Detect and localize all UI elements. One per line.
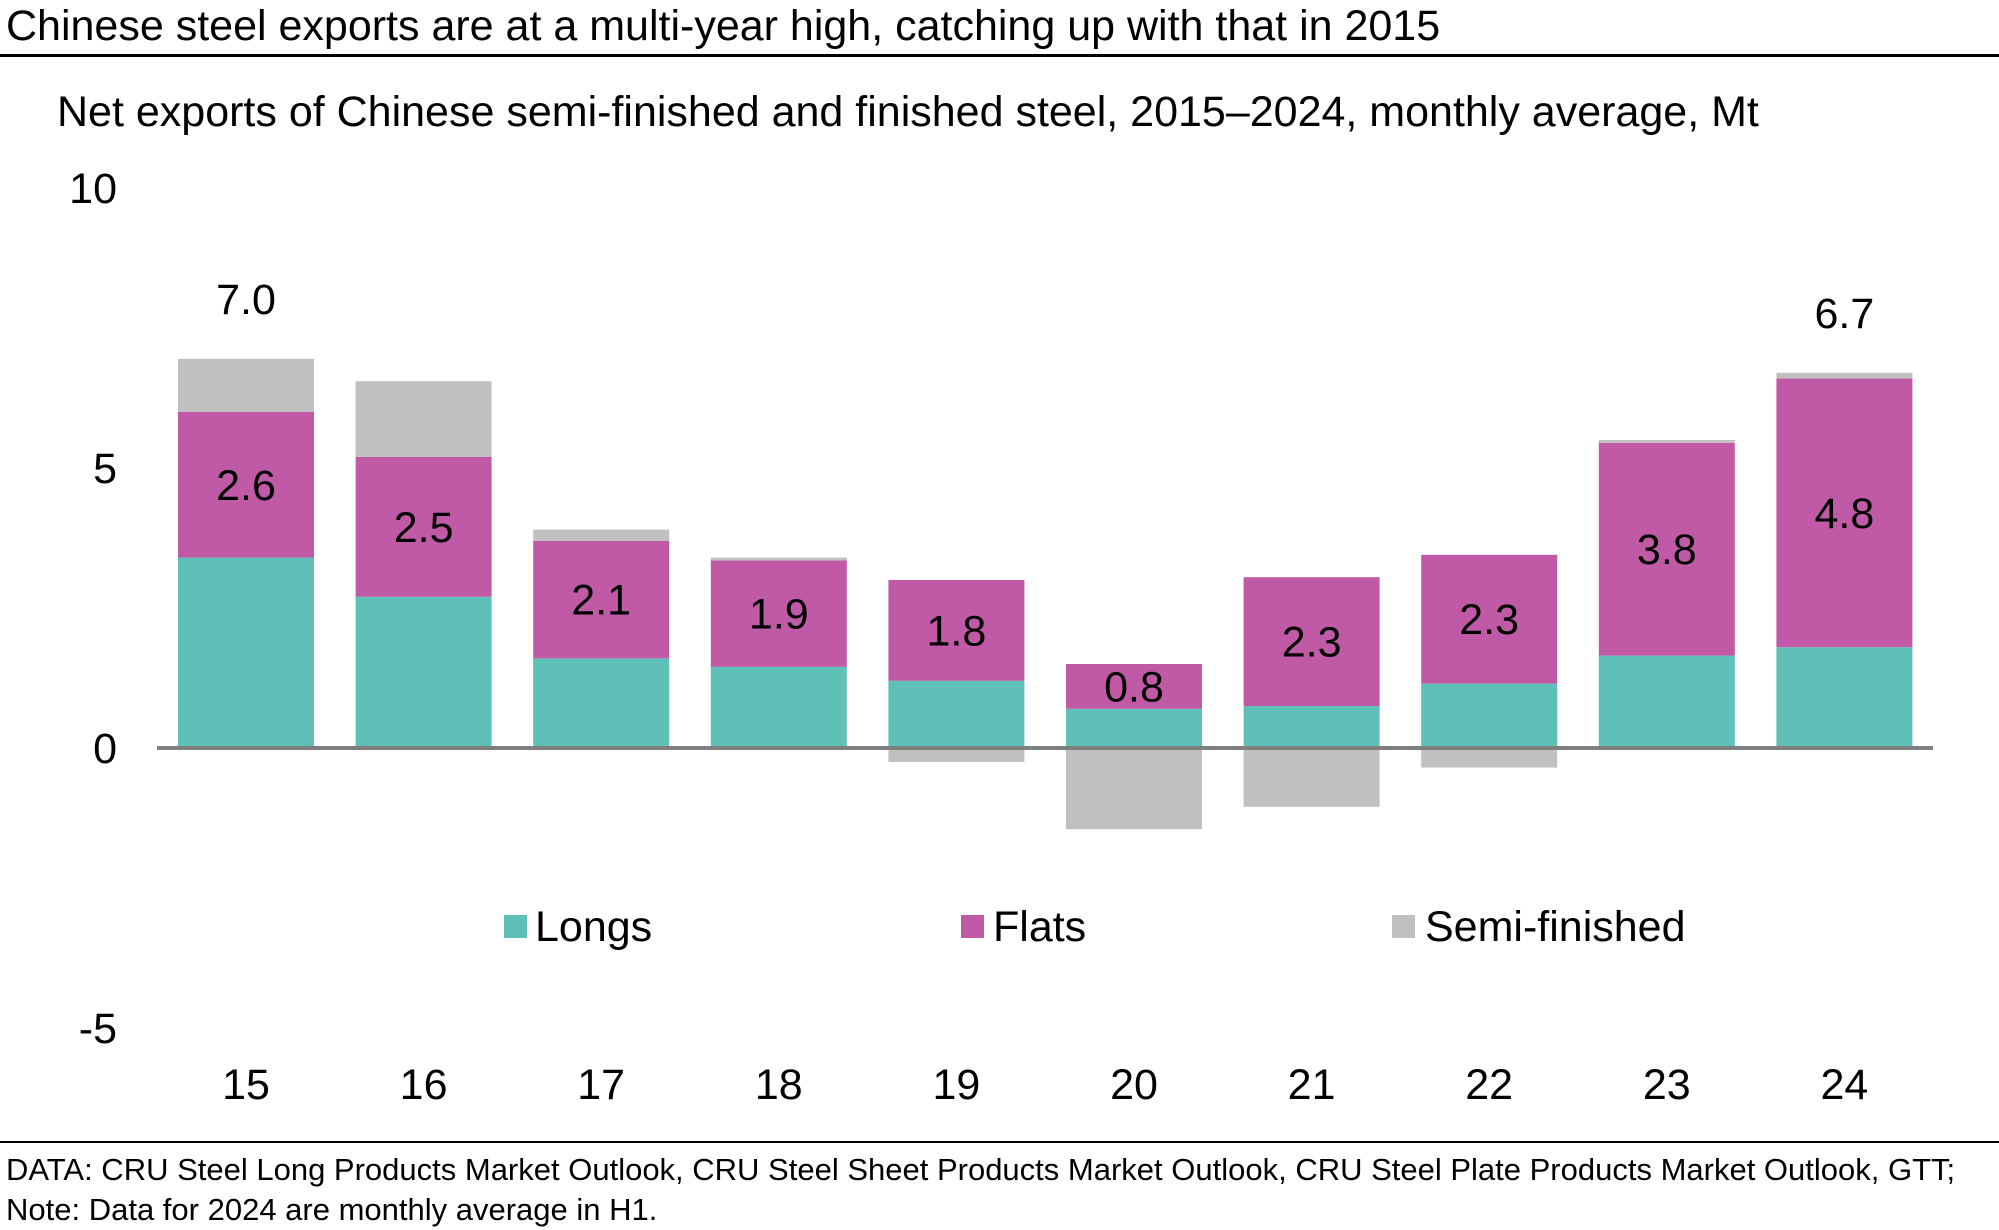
bar-longs-20	[1066, 708, 1202, 748]
footer-rule	[0, 1141, 1999, 1143]
x-tick-16: 16	[400, 1061, 448, 1109]
y-tick-0: 0	[93, 725, 117, 773]
bar-longs-17	[533, 658, 670, 748]
flats-value-label-18: 1.9	[749, 591, 809, 639]
bar-longs-24	[1776, 647, 1913, 748]
bar-flats-19	[888, 580, 1025, 681]
labels-layer: 2.6 2.5 2.1 1.9 1.8 0.8 2.3 2.3 3.8 4.8 7.0 6.7	[216, 276, 1874, 712]
legend-label-flats: Flats	[993, 903, 1086, 951]
axis-layer: 15 16 17 18 19 20 21 22 23 24 10 5 0 -5	[69, 165, 1933, 1109]
x-tick-23: 23	[1643, 1061, 1691, 1109]
total-label-15: 7.0	[216, 276, 276, 324]
bar-longs-19	[888, 680, 1025, 748]
bar-semi-finished-16	[355, 381, 492, 457]
bar-flats-18	[710, 560, 847, 667]
legend-swatch-semi-finished	[1392, 915, 1415, 938]
legend-swatch-flats	[961, 915, 984, 938]
bar-semi-finished-18	[710, 557, 847, 561]
bar-semi-finished-21	[1243, 748, 1380, 807]
bar-flats-23	[1598, 442, 1735, 656]
bar-flats-24	[1776, 378, 1913, 648]
bar-flats-17	[533, 540, 670, 659]
flats-value-label-21: 2.3	[1282, 619, 1342, 667]
bar-longs-18	[710, 666, 847, 748]
x-tick-17: 17	[577, 1061, 625, 1109]
total-label-24: 6.7	[1815, 290, 1875, 338]
bar-semi-finished-24	[1776, 372, 1913, 379]
source-note: DATA: CRU Steel Long Products Market Out…	[6, 1152, 1956, 1227]
headline: Chinese steel exports are at a multi-yea…	[6, 2, 1441, 50]
x-tick-21: 21	[1288, 1061, 1336, 1109]
bar-semi-finished-20	[1066, 748, 1202, 830]
bar-semi-finished-22	[1421, 748, 1558, 768]
legend-label-semi-finished: Semi-finished	[1425, 903, 1686, 951]
flats-value-label-23: 3.8	[1637, 526, 1697, 574]
flats-value-label-15: 2.6	[216, 462, 276, 510]
flats-value-label-22: 2.3	[1459, 596, 1519, 644]
flats-value-label-17: 2.1	[571, 577, 631, 625]
x-tick-22: 22	[1465, 1061, 1513, 1109]
x-tick-19: 19	[932, 1061, 980, 1109]
bar-flats-15	[178, 412, 314, 558]
bar-longs-23	[1598, 655, 1735, 748]
bar-semi-finished-19	[888, 748, 1025, 762]
bar-longs-22	[1421, 683, 1558, 748]
legend-label-longs: Longs	[535, 903, 652, 951]
legend: Longs Flats Semi-finished	[504, 903, 1686, 951]
bar-longs-15	[178, 557, 314, 748]
x-tick-18: 18	[755, 1061, 803, 1109]
flats-value-label-19: 1.8	[927, 607, 987, 655]
y-tick-10: 10	[69, 165, 117, 213]
x-tick-15: 15	[222, 1061, 270, 1109]
flats-value-label-16: 2.5	[394, 504, 454, 552]
y-tick-neg5: -5	[79, 1005, 117, 1053]
bar-semi-finished-23	[1598, 440, 1735, 443]
x-tick-24: 24	[1820, 1061, 1868, 1109]
legend-swatch-longs	[504, 915, 527, 938]
bar-longs-21	[1243, 706, 1380, 748]
y-tick-5: 5	[93, 445, 117, 493]
bar-semi-finished-17	[533, 529, 670, 541]
bar-flats-20	[1066, 664, 1202, 709]
bar-flats-16	[355, 456, 492, 597]
chart-subtitle: Net exports of Chinese semi-finished and…	[57, 88, 1759, 136]
bar-flats-22	[1421, 554, 1558, 684]
flats-value-label-24: 4.8	[1815, 490, 1875, 538]
x-tick-20: 20	[1110, 1061, 1158, 1109]
bar-semi-finished-15	[178, 358, 314, 412]
bar-flats-21	[1243, 577, 1380, 706]
bar-longs-16	[355, 596, 492, 748]
title-rule	[0, 54, 1999, 57]
bars-layer	[178, 358, 1913, 830]
flats-value-label-20: 0.8	[1104, 663, 1164, 711]
